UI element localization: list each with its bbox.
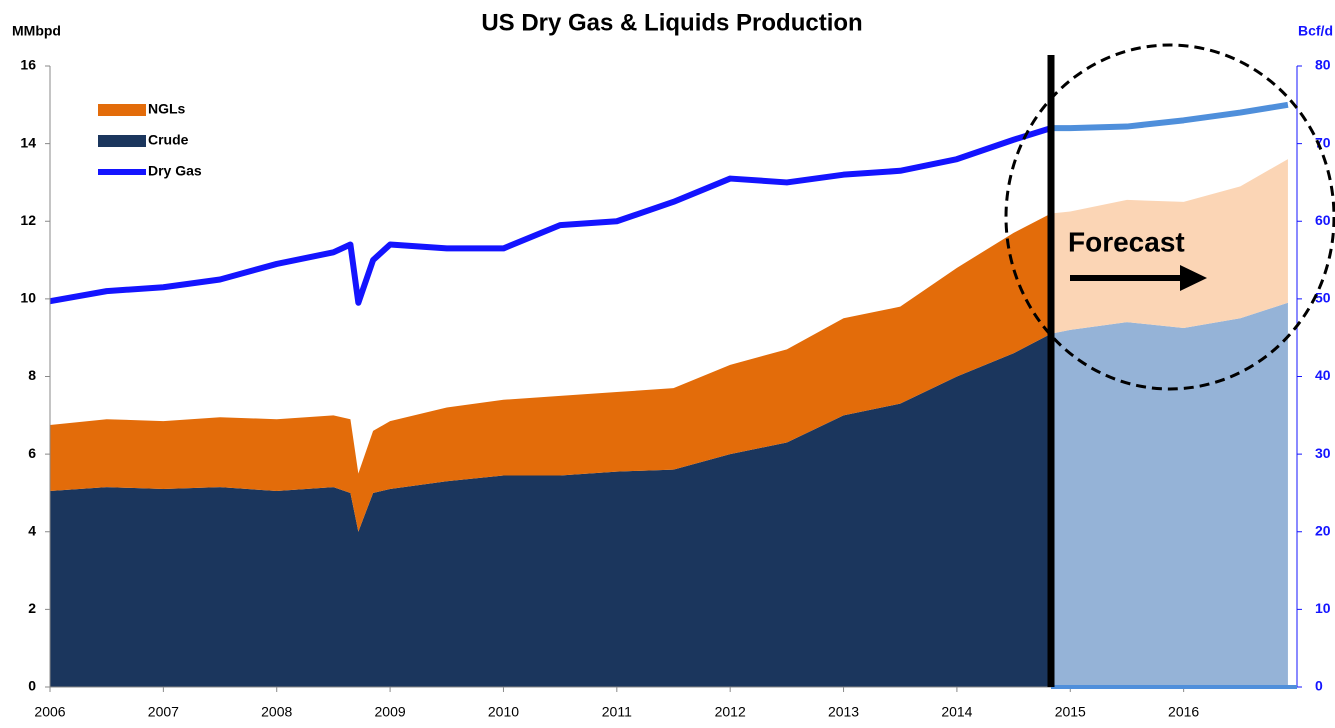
x-tick-label: 2012 [715,704,746,720]
ngl-area [50,213,1052,532]
y2-axis-label: Bcf/d [1298,23,1333,39]
x-tick-label: 2011 [602,704,632,720]
y2-tick-label: 30 [1315,445,1331,461]
y-tick-label: 2 [28,600,36,616]
dry-gas-line [49,125,1052,306]
y-axis-label: MMbpd [12,23,61,39]
y2-tick-label: 60 [1315,212,1331,228]
ngl-forecast-area [1051,159,1288,334]
y2-tick-label: 50 [1315,290,1331,306]
legend-label: NGLs [148,101,186,117]
x-tick-label: 2010 [488,704,519,720]
x-tick-label: 2014 [941,704,972,720]
legend-swatch [98,135,146,147]
x-tick-label: 2015 [1055,704,1086,720]
y2-tick-label: 0 [1315,678,1323,694]
plot-layer [49,101,1289,687]
x-tick-label: 2007 [148,704,179,720]
y-tick-label: 16 [20,57,36,73]
forecast-arrowhead [1180,265,1207,291]
y-tick-label: 8 [28,367,36,383]
y2-tick-label: 80 [1315,57,1331,73]
crude-area [50,333,1052,687]
forecast-label: Forecast [1068,226,1185,257]
x-tick-label: 2009 [375,704,406,720]
y-tick-label: 14 [20,134,36,150]
x-tick-label: 2016 [1168,704,1199,720]
dry-gas-forecast-line [1051,101,1289,132]
legend-label: Crude [148,132,189,148]
y-tick-label: 6 [28,445,36,461]
y-tick-label: 12 [20,212,36,228]
x-tick-label: 2008 [261,704,292,720]
y2-tick-label: 20 [1315,522,1331,538]
y-tick-label: 10 [20,290,36,306]
legend-label: Dry Gas [148,163,202,179]
y2-tick-label: 40 [1315,367,1331,383]
x-tick-label: 2006 [34,704,65,720]
legend-swatch [98,104,146,116]
chart-title: US Dry Gas & Liquids Production [481,9,862,36]
crude-forecast-area [1051,302,1288,687]
y2-tick-label: 10 [1315,600,1331,616]
forecast-circle [1004,43,1335,391]
y-tick-label: 4 [28,522,36,538]
y-tick-label: 0 [28,678,36,694]
x-tick-label: 2013 [828,704,859,720]
